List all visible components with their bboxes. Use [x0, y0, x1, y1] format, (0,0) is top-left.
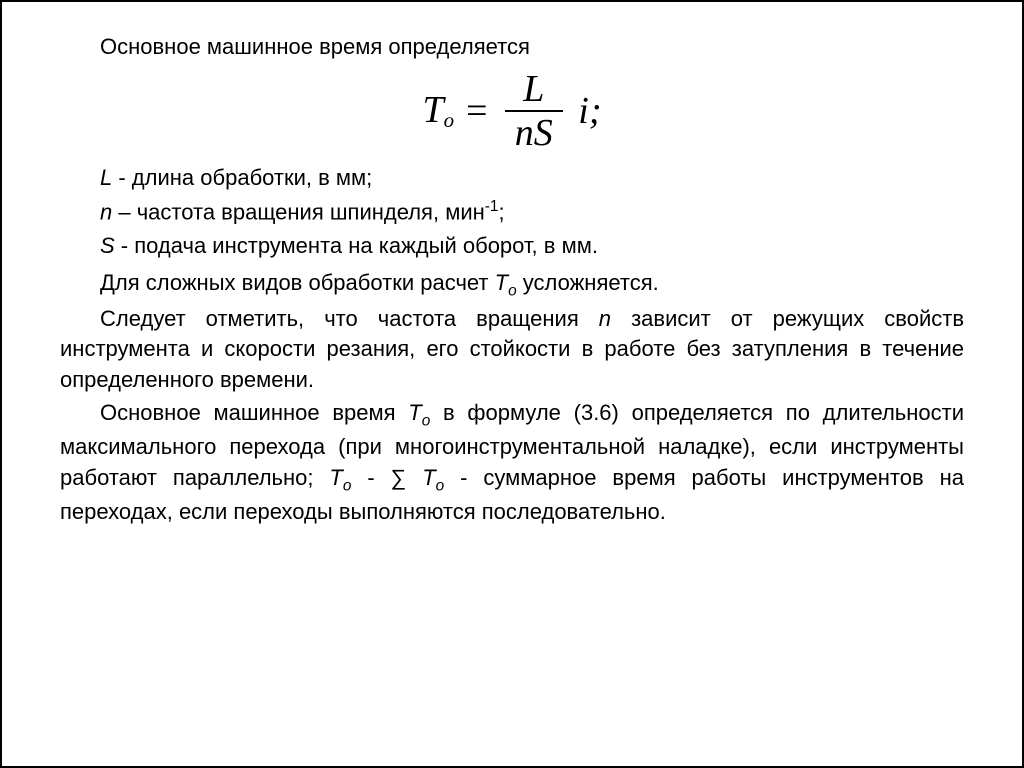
def-n-exp: -1	[485, 198, 499, 215]
note-To-var: T	[495, 270, 508, 295]
paragraph-frequency: Следует отметить, что частота вращения n…	[60, 304, 964, 396]
def-L-text: - длина обработки, в мм;	[112, 165, 372, 190]
def-n-symbol: n	[100, 199, 112, 224]
main-T1-var: T	[408, 400, 421, 425]
main-T2-var: T	[329, 465, 342, 490]
main-a: Основное машинное время	[100, 400, 408, 425]
main-T3: Tо	[422, 465, 444, 490]
formula-suffix: i;	[578, 92, 601, 130]
def-n: n – частота вращения шпинделя, мин-1;	[100, 196, 964, 228]
main-T3-sub: о	[436, 477, 445, 494]
intro-text: Основное машинное время определяется	[60, 32, 964, 62]
freq-n: n	[599, 306, 611, 331]
paragraph-note: Для сложных видов обработки расчет Tо ус…	[60, 268, 964, 302]
def-S: S - подача инструмента на каждый оборот,…	[100, 230, 964, 262]
main-T3-var: T	[422, 465, 435, 490]
main-T1: Tо	[408, 400, 430, 425]
def-L-symbol: L	[100, 165, 112, 190]
note-To-sub: о	[508, 282, 517, 299]
document-page: Основное машинное время определяется Tо …	[0, 0, 1024, 768]
def-n-text-b: ;	[498, 199, 504, 224]
body-text: Для сложных видов обработки расчет Tо ус…	[60, 268, 964, 528]
note-To: Tо	[495, 270, 517, 295]
formula-denominator: nS	[505, 110, 563, 152]
paragraph-main: Основное машинное время Tо в формуле (3.…	[60, 398, 964, 528]
formula-numerator: L	[505, 70, 563, 110]
definitions: L - длина обработки, в мм; n – частота в…	[60, 162, 964, 262]
formula: Tо = L nS i;	[60, 70, 964, 152]
formula-fraction: L nS	[505, 70, 563, 152]
def-S-text: - подача инструмента на каждый оборот, в…	[115, 233, 598, 258]
def-L: L - длина обработки, в мм;	[100, 162, 964, 194]
main-T2: Tо	[329, 465, 351, 490]
freq-a: Следует отметить, что частота вращения	[100, 306, 599, 331]
formula-lhs-sub: о	[444, 108, 454, 132]
main-T1-sub: о	[422, 412, 431, 429]
formula-lhs-var: T	[423, 89, 444, 131]
main-c: - ∑	[351, 465, 422, 490]
note-b: усложняется.	[517, 270, 659, 295]
formula-eq: =	[464, 92, 490, 130]
def-S-symbol: S	[100, 233, 115, 258]
def-n-text-a: – частота вращения шпинделя, мин	[112, 199, 485, 224]
formula-lhs: Tо	[423, 91, 455, 131]
note-a: Для сложных видов обработки расчет	[100, 270, 495, 295]
